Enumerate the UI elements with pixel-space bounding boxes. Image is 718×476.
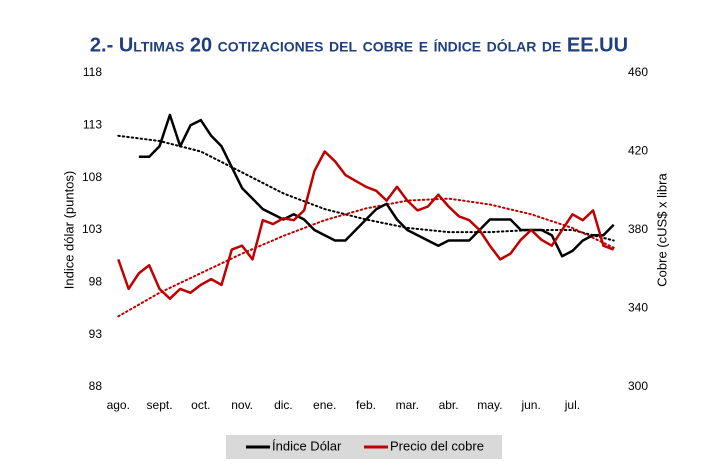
x-tick-label: abr.: [439, 398, 459, 412]
x-tick-label: ene.: [313, 398, 336, 412]
x-tick-label: jun.: [520, 398, 540, 412]
series-line: [117, 150, 615, 300]
y-tick-label: 88: [89, 379, 103, 393]
chart-title: 2.- Ultimas 20 cotizaciones del cobre e …: [90, 34, 628, 56]
legend-label: Índice Dólar: [272, 438, 342, 453]
y-tick-label: 113: [83, 118, 102, 132]
y2-axis-label: Cobre (cUS$ x libra: [654, 173, 669, 287]
y2-tick-label: 420: [628, 144, 648, 158]
x-tick-label: may.: [477, 398, 502, 412]
trend-line: [117, 134, 615, 242]
y-tick-label: 103: [82, 222, 102, 236]
x-tick-label: sept.: [147, 398, 173, 412]
x-tick-label: mar.: [396, 398, 419, 412]
y2-tick-label: 300: [628, 379, 648, 393]
x-tick-label: ago.: [107, 398, 130, 412]
trend-line: [117, 197, 615, 318]
y2-tick-label: 460: [628, 65, 648, 79]
y2-tick-label: 340: [628, 301, 648, 315]
y-tick-label: 108: [82, 170, 102, 184]
x-tick-label: jul.: [564, 398, 580, 412]
x-tick-label: feb.: [356, 398, 376, 412]
x-tick-label: oct.: [191, 398, 210, 412]
y-tick-label: 118: [83, 65, 102, 79]
series-line: [138, 113, 615, 258]
y-axis-label: Indice dólar (puntos): [61, 171, 76, 290]
legend-label: Precio del cobre: [390, 438, 484, 453]
x-tick-label: nov.: [231, 398, 253, 412]
y2-tick-label: 380: [628, 222, 648, 236]
y-tick-label: 98: [89, 275, 103, 289]
y-tick-label: 93: [89, 327, 103, 341]
x-tick-label: dic.: [274, 398, 293, 412]
